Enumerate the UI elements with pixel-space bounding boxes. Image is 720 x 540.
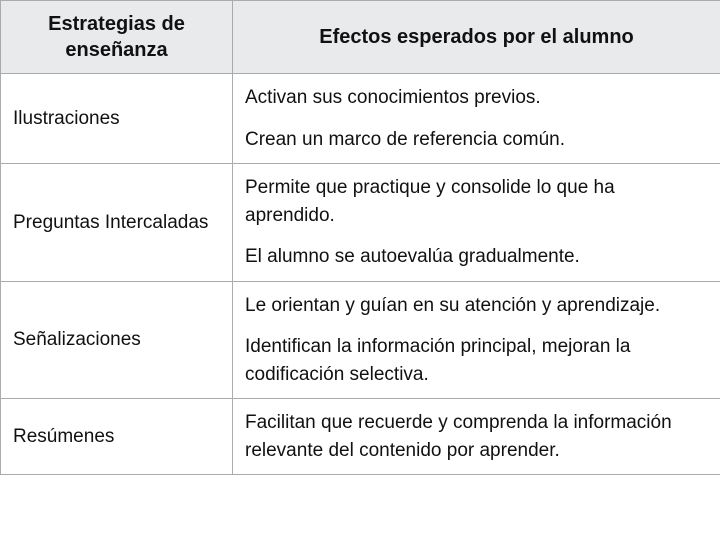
- strategies-table: Estrategias de enseñanza Efectos esperad…: [0, 0, 720, 475]
- cell-strategy: Preguntas Intercaladas: [1, 164, 233, 282]
- table-row: Señalizaciones Le orientan y guían en su…: [1, 281, 720, 399]
- effect-text: El alumno se autoevalúa gradualmente.: [245, 243, 708, 271]
- table-header-row: Estrategias de enseñanza Efectos esperad…: [1, 1, 720, 74]
- cell-effects: Permite que practique y consolide lo que…: [233, 164, 720, 282]
- cell-effects: Facilitan que recuerde y comprenda la in…: [233, 399, 720, 475]
- table-row: Ilustraciones Activan sus conocimientos …: [1, 74, 720, 164]
- header-strategies: Estrategias de enseñanza: [1, 1, 233, 74]
- cell-strategy: Resúmenes: [1, 399, 233, 475]
- effect-text: Le orientan y guían en su atención y apr…: [245, 292, 708, 320]
- cell-effects: Activan sus conocimientos previos. Crean…: [233, 74, 720, 164]
- header-effects: Efectos esperados por el alumno: [233, 1, 720, 74]
- effect-text: Identifican la información principal, me…: [245, 333, 708, 388]
- cell-effects: Le orientan y guían en su atención y apr…: [233, 281, 720, 399]
- effect-text: Facilitan que recuerde y comprenda la in…: [245, 409, 708, 464]
- cell-strategy: Señalizaciones: [1, 281, 233, 399]
- table-row: Resúmenes Facilitan que recuerde y compr…: [1, 399, 720, 475]
- table-row: Preguntas Intercaladas Permite que pract…: [1, 164, 720, 282]
- effect-text: Permite que practique y consolide lo que…: [245, 174, 708, 229]
- cell-strategy: Ilustraciones: [1, 74, 233, 164]
- effect-text: Activan sus conocimientos previos.: [245, 84, 708, 112]
- effect-text: Crean un marco de referencia común.: [245, 126, 708, 154]
